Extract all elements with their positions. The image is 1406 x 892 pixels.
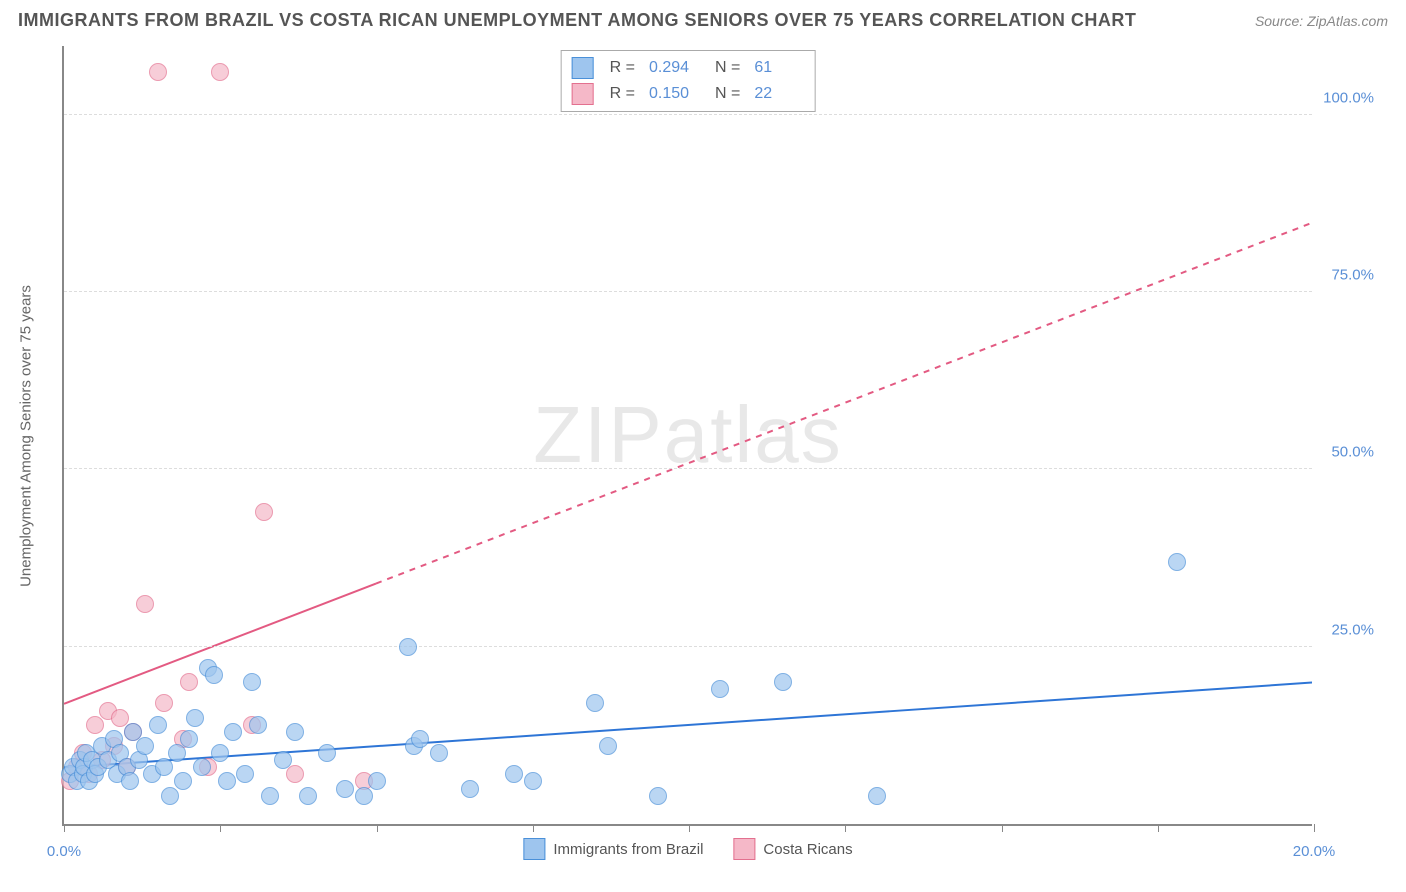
brazil-point (243, 673, 261, 691)
stats-row-brazil: R = 0.294 N = 61 (572, 55, 805, 81)
brazil-point (161, 787, 179, 805)
brazil-point (318, 744, 336, 762)
brazil-point (461, 780, 479, 798)
brazil-point (186, 709, 204, 727)
costarica-r-value: 0.150 (649, 85, 699, 103)
legend-label-costarica: Costa Ricans (763, 841, 852, 858)
x-tick (689, 824, 690, 832)
legend-label-brazil: Immigrants from Brazil (553, 841, 703, 858)
x-tick (1314, 824, 1315, 832)
brazil-point (586, 694, 604, 712)
brazil-point (249, 716, 267, 734)
costarica-n-value: 22 (754, 85, 804, 103)
stats-row-costarica: R = 0.150 N = 22 (572, 81, 805, 107)
swatch-brazil (572, 57, 594, 79)
brazil-point (180, 730, 198, 748)
bottom-legend: Immigrants from Brazil Costa Ricans (523, 838, 852, 860)
legend-swatch-costarica (733, 838, 755, 860)
brazil-r-value: 0.294 (649, 59, 699, 77)
legend-item-brazil: Immigrants from Brazil (523, 838, 703, 860)
trend-lines (64, 46, 1312, 824)
brazil-point (336, 780, 354, 798)
costarica-point (86, 716, 104, 734)
costarica-point (149, 63, 167, 81)
brazil-n-value: 61 (754, 59, 804, 77)
chart-area: Unemployment Among Seniors over 75 years… (50, 46, 1380, 826)
brazil-point (505, 765, 523, 783)
legend-swatch-brazil (523, 838, 545, 860)
costarica-point (136, 595, 154, 613)
brazil-point (399, 638, 417, 656)
x-tick (64, 824, 65, 832)
x-tick (1158, 824, 1159, 832)
brazil-point (355, 787, 373, 805)
watermark: ZIPatlas (533, 389, 842, 481)
x-tick (845, 824, 846, 832)
x-tick (533, 824, 534, 832)
source-attribution: Source: ZipAtlas.com (1255, 13, 1388, 29)
brazil-point (224, 723, 242, 741)
brazil-point (274, 751, 292, 769)
brazil-point (121, 772, 139, 790)
brazil-point (218, 772, 236, 790)
costarica-point (255, 503, 273, 521)
scatter-plot: ZIPatlas R = 0.294 N = 61 R = 0.150 N = … (62, 46, 1312, 826)
brazil-point (174, 772, 192, 790)
gridline (64, 291, 1312, 292)
x-tick (220, 824, 221, 832)
brazil-point (868, 787, 886, 805)
brazil-point (286, 723, 304, 741)
y-tick-label: 25.0% (1331, 621, 1374, 638)
x-tick-label: 0.0% (47, 843, 81, 860)
legend-item-costarica: Costa Ricans (733, 838, 852, 860)
x-tick (377, 824, 378, 832)
correlation-stats-box: R = 0.294 N = 61 R = 0.150 N = 22 (561, 50, 816, 112)
brazil-point (299, 787, 317, 805)
costarica-point (155, 694, 173, 712)
brazil-point (149, 716, 167, 734)
brazil-point (774, 673, 792, 691)
brazil-point (168, 744, 186, 762)
y-tick-label: 100.0% (1323, 89, 1374, 106)
brazil-point (430, 744, 448, 762)
brazil-point (155, 758, 173, 776)
brazil-point (524, 772, 542, 790)
brazil-point (368, 772, 386, 790)
y-tick-label: 50.0% (1331, 444, 1374, 461)
costarica-point (180, 673, 198, 691)
gridline (64, 468, 1312, 469)
brazil-point (599, 737, 617, 755)
brazil-point (236, 765, 254, 783)
gridline (64, 646, 1312, 647)
brazil-point (1168, 553, 1186, 571)
brazil-point (711, 680, 729, 698)
brazil-point (411, 730, 429, 748)
y-tick-label: 75.0% (1331, 267, 1374, 284)
brazil-point (205, 666, 223, 684)
brazil-point (136, 737, 154, 755)
x-tick (1002, 824, 1003, 832)
swatch-costarica (572, 83, 594, 105)
costarica-point (211, 63, 229, 81)
brazil-point (193, 758, 211, 776)
y-axis-label: Unemployment Among Seniors over 75 years (18, 285, 35, 587)
brazil-point (261, 787, 279, 805)
chart-title: IMMIGRANTS FROM BRAZIL VS COSTA RICAN UN… (18, 10, 1136, 31)
x-tick-label: 20.0% (1293, 843, 1336, 860)
brazil-point (649, 787, 667, 805)
costarica-point (286, 765, 304, 783)
gridline (64, 114, 1312, 115)
brazil-point (211, 744, 229, 762)
